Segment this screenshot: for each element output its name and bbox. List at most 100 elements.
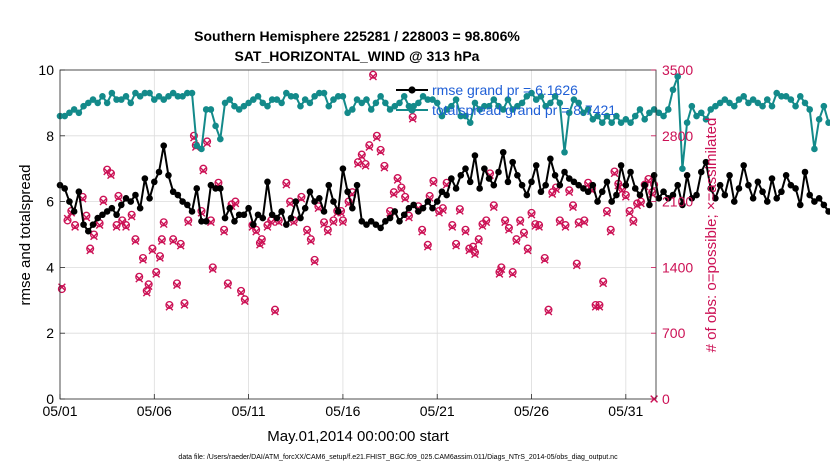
obs-assimilated-point [501,218,510,227]
totalspread-point [452,96,460,103]
obs-possible-point [418,225,427,234]
totalspread-point [377,93,384,100]
totalspread-point [702,116,710,123]
rmse-point [504,178,512,186]
obs-assimilated-point [516,218,525,227]
rmse-point [75,188,83,196]
obs-assimilated-point [637,199,645,208]
rmse-point [415,208,422,215]
legend-label-rmse: rmse grand pr = 6.1626 [432,82,578,98]
obs-assimilated-point [240,297,249,306]
totalspread-point [730,102,738,110]
totalspread-point [396,99,403,107]
totalspread-point [316,89,323,97]
totalspread-point [151,96,158,103]
obs-assimilated-point [199,166,208,175]
obs-possible-point [99,195,108,204]
rmse-point [349,204,356,212]
totalspread-point [514,102,521,110]
obs-possible-point [361,159,370,169]
rmse-point [108,204,116,212]
totalspread-point [466,119,474,126]
obs-possible-point [57,284,66,294]
obs-possible-point [618,184,627,193]
totalspread-point [547,99,554,107]
obs-assimilated-point [306,237,315,245]
rmse-point [641,181,648,189]
totalspread-point [174,93,182,100]
obs-assimilated-point [231,199,240,208]
totalspread-point [349,106,356,113]
rmse-point [660,188,667,196]
obs-possible-point [176,239,185,248]
totalspread-point [617,119,625,126]
obs-possible-point [372,131,381,140]
rmse-point [589,181,597,189]
obs-assimilated-point [71,223,79,231]
totalspread-point [584,106,592,113]
totalspread-point [136,93,144,100]
rmse-point [207,181,215,189]
totalspread-point [80,102,87,110]
obs-assimilated-point [176,241,185,250]
rmse-point [730,198,738,205]
totalspread-point [646,109,653,117]
obs-possible-point [644,174,653,184]
obs-assimilated-point [329,218,338,227]
totalspread-point [363,96,370,103]
totalspread-point [89,96,97,103]
rmse-point [697,168,705,176]
totalspread-point [184,89,191,97]
obs-possible-point [389,188,398,197]
totalspread-point [382,99,389,107]
obs-assimilated-point [157,237,166,245]
obs-assimilated-point [369,72,377,81]
obs-possible-point [310,255,319,264]
obs-possible-point [157,235,166,244]
rmse-point [353,181,361,189]
totalspread-point [235,106,243,113]
totalspread-point [367,106,375,113]
totalspread-point [664,106,672,113]
y-ticks-right: 0 700 1400 2100 2800 3500 [651,62,693,407]
rmse-point [811,198,818,205]
totalspread-point [320,89,328,97]
rmse-point [339,165,347,172]
x-ticks: 05/01 05/06 05/11 05/16 05/21 05/26 05/31 [42,394,644,419]
totalspread-point [353,96,361,103]
rmse-point [452,185,460,192]
rmse-point [419,204,427,212]
rmse-point [212,185,219,192]
obs-possible-point [452,239,461,248]
rmse-point [226,204,234,212]
rmse-point [716,181,724,189]
rmse-point [598,188,606,196]
legend-marker-spread [408,106,416,114]
rmse-point [297,214,304,222]
rmse-point [184,201,191,209]
totalspread-point [94,99,102,107]
obs-possible-point [199,164,208,173]
totalspread-point [103,99,111,107]
totalspread-point [476,106,483,113]
rmse-point [806,191,814,199]
obs-assimilated-point [95,221,104,229]
totalspread-point [155,93,163,100]
obs-possible-point [512,235,521,244]
rmse-point [122,195,130,202]
x-tick-label: 05/06 [137,403,172,419]
rmse-point [556,181,564,189]
obs-assimilated-point [389,190,398,198]
obs-possible-point [636,197,645,206]
totalspread-point [160,96,168,103]
totalspread-point [429,96,436,103]
rmse-point [155,168,163,176]
totalspread-point [622,116,630,123]
rmse-point [235,211,243,219]
totalspread-point [594,112,601,120]
obs-possible-point [461,225,470,234]
totalspread-point [669,86,677,94]
totalspread-point [542,102,549,110]
obs-possible-point [353,158,363,167]
obs-assimilated-point [448,223,457,231]
